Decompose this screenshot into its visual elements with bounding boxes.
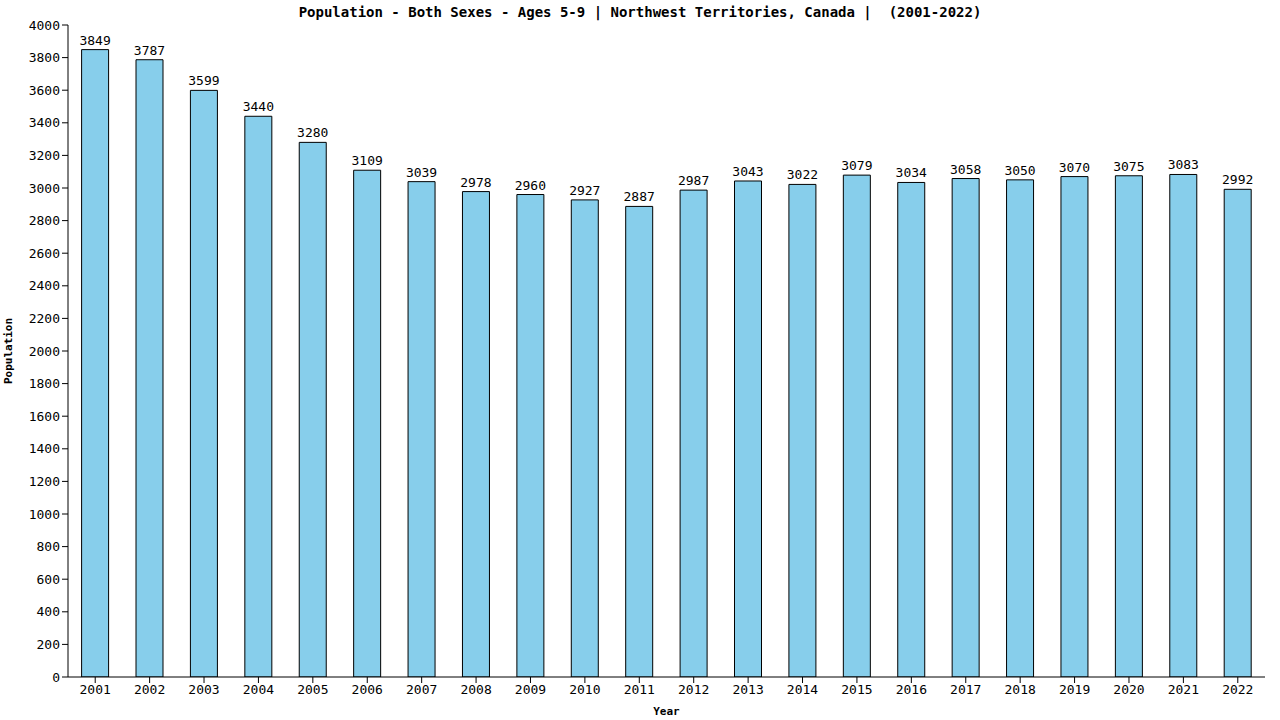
svg-text:3849: 3849 xyxy=(79,33,110,48)
svg-text:2987: 2987 xyxy=(678,173,709,188)
svg-text:2018: 2018 xyxy=(1005,682,1036,697)
svg-text:2000: 2000 xyxy=(29,344,60,359)
svg-text:2014: 2014 xyxy=(787,682,818,697)
svg-text:2978: 2978 xyxy=(460,175,491,190)
svg-text:Population: Population xyxy=(8,318,15,384)
svg-text:2992: 2992 xyxy=(1222,172,1253,187)
svg-text:3075: 3075 xyxy=(1113,159,1144,174)
svg-text:2020: 2020 xyxy=(1113,682,1144,697)
svg-text:4000: 4000 xyxy=(29,18,60,33)
svg-text:3058: 3058 xyxy=(950,162,981,177)
svg-text:3400: 3400 xyxy=(29,115,60,130)
svg-text:2960: 2960 xyxy=(515,178,546,193)
html-text:Population - Both Sexes - Ages: Population - Both Sexes - Ages 5-9 | Nor… xyxy=(298,4,982,20)
svg-text:2005: 2005 xyxy=(297,682,328,697)
svg-text:2008: 2008 xyxy=(460,682,491,697)
svg-text:3600: 3600 xyxy=(29,83,60,98)
svg-text:2800: 2800 xyxy=(29,213,60,228)
svg-text:2004: 2004 xyxy=(243,682,274,697)
svg-text:2009: 2009 xyxy=(515,682,546,697)
svg-text:3800: 3800 xyxy=(29,50,60,65)
svg-text:400: 400 xyxy=(37,604,60,619)
svg-text:2600: 2600 xyxy=(29,246,60,261)
svg-text:0: 0 xyxy=(52,670,60,685)
svg-text:2400: 2400 xyxy=(29,278,60,293)
svg-text:800: 800 xyxy=(37,539,60,554)
svg-text:2200: 2200 xyxy=(29,311,60,326)
svg-text:3079: 3079 xyxy=(841,158,872,173)
svg-text:3070: 3070 xyxy=(1059,160,1090,175)
svg-text:1400: 1400 xyxy=(29,441,60,456)
svg-text:1000: 1000 xyxy=(29,507,60,522)
svg-text:3022: 3022 xyxy=(787,167,818,182)
svg-text:Year: Year xyxy=(653,705,680,718)
svg-text:2003: 2003 xyxy=(188,682,219,697)
svg-text:3599: 3599 xyxy=(188,73,219,88)
svg-text:2010: 2010 xyxy=(569,682,600,697)
svg-text:2021: 2021 xyxy=(1168,682,1199,697)
svg-text:1800: 1800 xyxy=(29,376,60,391)
svg-text:2019: 2019 xyxy=(1059,682,1090,697)
svg-text:1200: 1200 xyxy=(29,474,60,489)
svg-text:2022: 2022 xyxy=(1222,682,1253,697)
svg-text:2007: 2007 xyxy=(406,682,437,697)
svg-text:3039: 3039 xyxy=(406,165,437,180)
svg-text:2001: 2001 xyxy=(80,682,111,697)
svg-text:3787: 3787 xyxy=(134,43,165,58)
svg-text:2017: 2017 xyxy=(950,682,981,697)
svg-text:1600: 1600 xyxy=(29,409,60,424)
svg-text:3034: 3034 xyxy=(896,165,927,180)
svg-text:2006: 2006 xyxy=(352,682,383,697)
svg-text:3043: 3043 xyxy=(732,164,763,179)
svg-text:2887: 2887 xyxy=(624,189,655,204)
svg-text:2927: 2927 xyxy=(569,183,600,198)
svg-text:3000: 3000 xyxy=(29,181,60,196)
svg-text:2002: 2002 xyxy=(134,682,165,697)
svg-text:3050: 3050 xyxy=(1004,163,1035,178)
svg-text:2013: 2013 xyxy=(732,682,763,697)
svg-text:200: 200 xyxy=(37,637,60,652)
svg-text:3109: 3109 xyxy=(351,153,382,168)
svg-text:600: 600 xyxy=(37,572,60,587)
svg-text:3083: 3083 xyxy=(1168,157,1199,172)
svg-text:3200: 3200 xyxy=(29,148,60,163)
svg-text:2012: 2012 xyxy=(678,682,709,697)
svg-text:3440: 3440 xyxy=(243,99,274,114)
svg-text:2011: 2011 xyxy=(624,682,655,697)
svg-text:3280: 3280 xyxy=(297,125,328,140)
svg-text:2016: 2016 xyxy=(896,682,927,697)
svg-text:2015: 2015 xyxy=(841,682,872,697)
